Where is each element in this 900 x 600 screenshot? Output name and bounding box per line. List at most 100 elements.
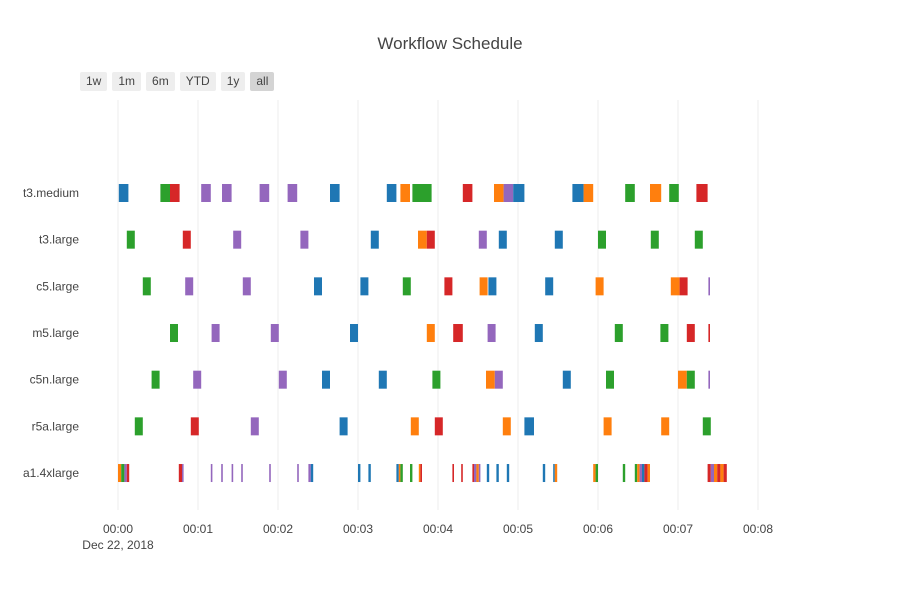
task-bar[interactable] (360, 277, 369, 296)
task-bar[interactable] (242, 277, 251, 296)
task-bar[interactable] (151, 370, 160, 389)
task-bar[interactable] (287, 184, 298, 202)
task-bar[interactable] (426, 324, 435, 343)
task-bar[interactable] (478, 230, 487, 249)
task-bar[interactable] (322, 370, 330, 389)
task-bar[interactable] (670, 277, 680, 296)
task-bar[interactable] (182, 464, 184, 483)
task-bar[interactable] (598, 230, 606, 249)
task-bar[interactable] (708, 324, 710, 343)
task-bar[interactable] (494, 184, 504, 202)
task-bar[interactable] (583, 184, 594, 202)
task-bar[interactable] (545, 277, 554, 296)
task-bar[interactable] (498, 230, 507, 249)
range-button-6m[interactable]: 6m (146, 72, 175, 91)
task-bar[interactable] (486, 370, 495, 389)
task-bar[interactable] (553, 464, 555, 483)
task-bar[interactable] (717, 464, 721, 483)
task-bar[interactable] (126, 230, 135, 249)
task-bar[interactable] (702, 417, 711, 436)
task-bar[interactable] (182, 230, 191, 249)
range-button-1w[interactable]: 1w (80, 72, 108, 91)
task-bar[interactable] (494, 370, 503, 389)
task-bar[interactable] (314, 277, 322, 296)
task-bar[interactable] (534, 324, 543, 343)
task-bar[interactable] (398, 464, 401, 483)
task-bar[interactable] (474, 464, 477, 483)
task-bar[interactable] (368, 464, 371, 483)
task-bar[interactable] (118, 464, 122, 483)
task-bar[interactable] (650, 184, 662, 202)
task-bar[interactable] (124, 464, 127, 483)
task-bar[interactable] (396, 464, 399, 483)
task-bar[interactable] (486, 464, 490, 483)
task-bar[interactable] (420, 464, 422, 483)
task-bar[interactable] (524, 417, 534, 436)
task-bar[interactable] (118, 184, 129, 202)
task-bar[interactable] (418, 230, 427, 249)
task-bar[interactable] (679, 277, 688, 296)
task-bar[interactable] (426, 230, 435, 249)
task-bar[interactable] (190, 417, 199, 436)
task-bar[interactable] (513, 184, 525, 202)
task-bar[interactable] (660, 324, 669, 343)
task-bar[interactable] (506, 464, 510, 483)
task-bar[interactable] (201, 184, 211, 202)
task-bar[interactable] (444, 277, 453, 296)
task-bar[interactable] (637, 464, 640, 483)
task-bar[interactable] (410, 417, 419, 436)
task-bar[interactable] (339, 417, 348, 436)
task-bar[interactable] (472, 464, 474, 483)
task-bar[interactable] (603, 417, 612, 436)
task-bar[interactable] (686, 324, 695, 343)
task-bar[interactable] (432, 370, 441, 389)
task-bar[interactable] (572, 184, 584, 202)
task-bar[interactable] (402, 277, 411, 296)
task-bar[interactable] (193, 370, 202, 389)
task-bar[interactable] (250, 417, 259, 436)
task-bar[interactable] (211, 324, 220, 343)
task-bar[interactable] (270, 324, 279, 343)
task-bar[interactable] (178, 464, 182, 483)
task-bar[interactable] (479, 277, 488, 296)
task-bar[interactable] (562, 370, 571, 389)
task-bar[interactable] (142, 277, 151, 296)
task-bar[interactable] (502, 417, 511, 436)
task-bar[interactable] (121, 464, 125, 483)
task-bar[interactable] (554, 230, 563, 249)
task-bar[interactable] (358, 464, 361, 483)
task-bar[interactable] (330, 184, 340, 202)
task-bar[interactable] (644, 464, 648, 483)
range-button-ytd[interactable]: YTD (179, 72, 216, 91)
task-bar[interactable] (233, 230, 242, 249)
task-bar[interactable] (496, 464, 499, 483)
task-bar[interactable] (434, 417, 443, 436)
task-bar[interactable] (222, 184, 232, 202)
task-bar[interactable] (134, 417, 143, 436)
task-bar[interactable] (487, 324, 496, 343)
task-bar[interactable] (622, 464, 626, 483)
task-bar[interactable] (170, 324, 178, 343)
task-bar[interactable] (300, 230, 309, 249)
task-bar[interactable] (708, 277, 710, 296)
task-bar[interactable] (259, 184, 270, 202)
task-bar[interactable] (386, 184, 397, 202)
task-bar[interactable] (686, 370, 695, 389)
task-bar[interactable] (462, 184, 473, 202)
task-bar[interactable] (210, 464, 213, 483)
task-bar[interactable] (410, 464, 413, 483)
task-bar[interactable] (461, 464, 463, 483)
task-bar[interactable] (707, 464, 711, 483)
task-bar[interactable] (488, 277, 497, 296)
task-bar[interactable] (542, 464, 546, 483)
task-bar[interactable] (642, 464, 645, 483)
task-bar[interactable] (418, 464, 421, 483)
task-bar[interactable] (723, 464, 727, 483)
task-bar[interactable] (185, 277, 194, 296)
range-button-1y[interactable]: 1y (220, 72, 246, 91)
task-bar[interactable] (476, 464, 479, 483)
task-bar[interactable] (696, 184, 708, 202)
task-bar[interactable] (412, 184, 422, 202)
task-bar[interactable] (378, 370, 387, 389)
